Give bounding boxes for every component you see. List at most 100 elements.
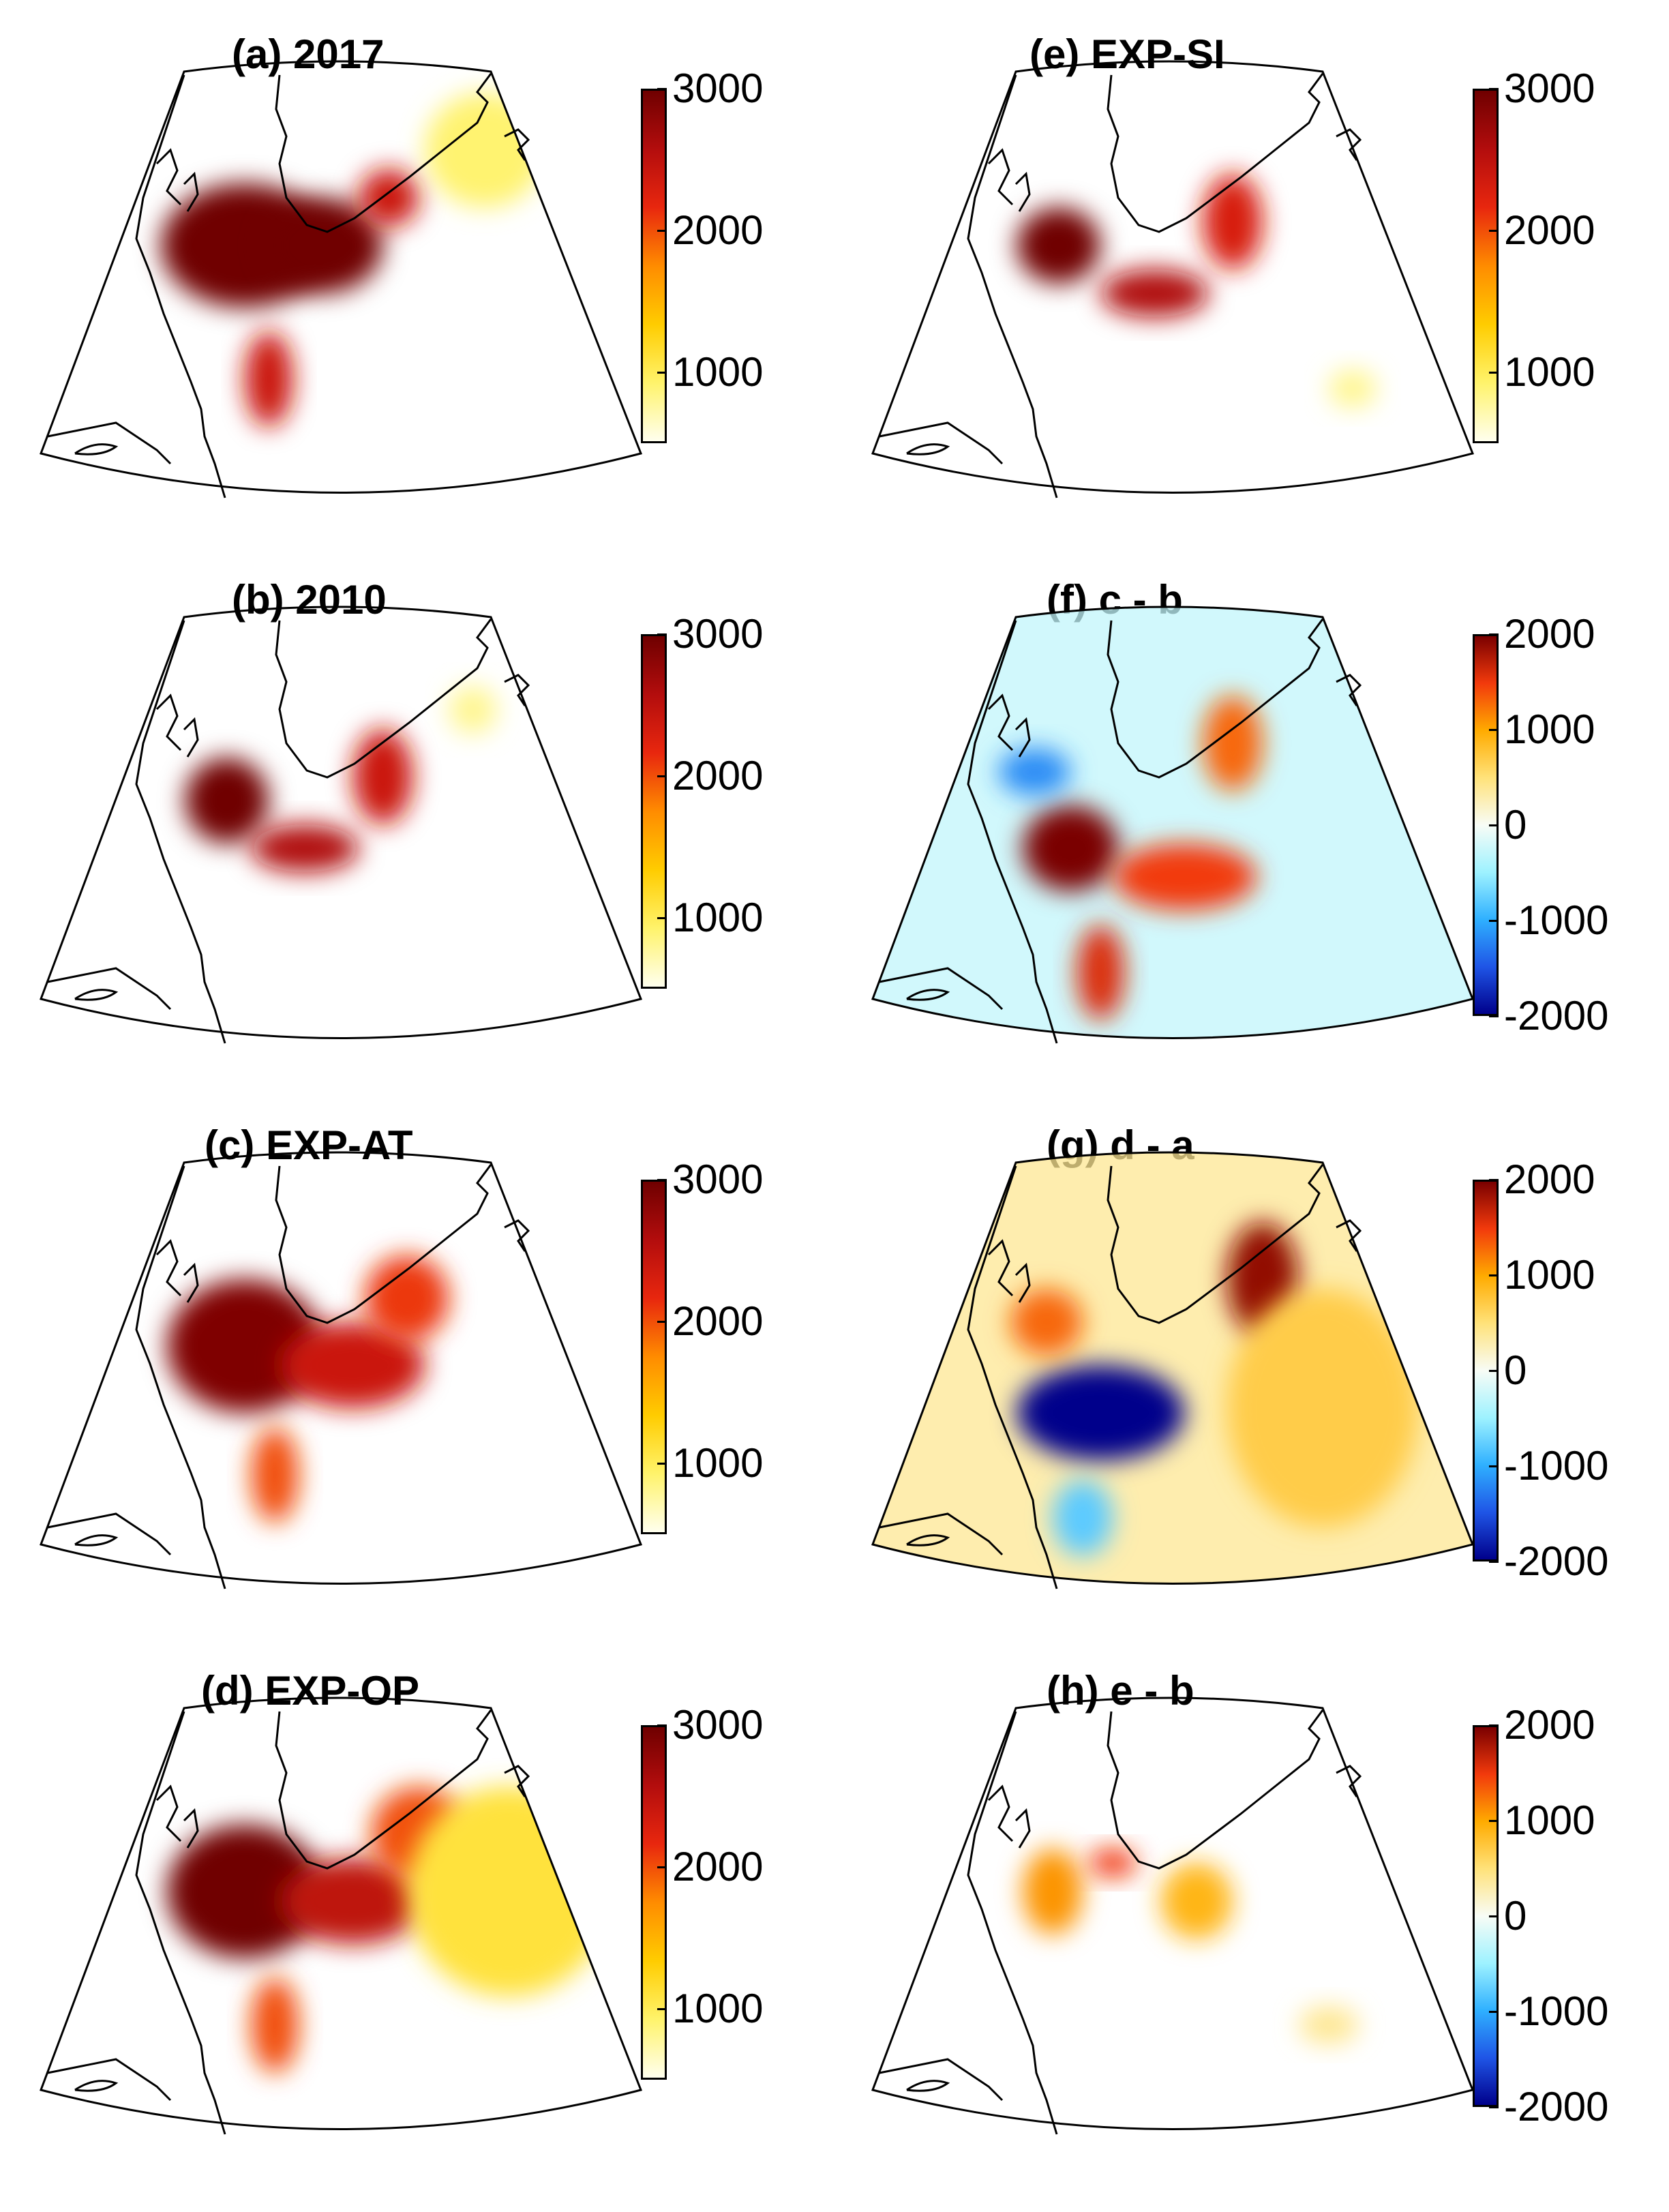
map-frame bbox=[40, 1697, 643, 2130]
colorbar-tick bbox=[1489, 1915, 1499, 1917]
colorbar-tick-label: 0 bbox=[1504, 1893, 1527, 1939]
colorbar-tick-label: 1000 bbox=[1504, 1797, 1595, 1843]
field-blob-0 bbox=[1017, 1365, 1185, 1461]
coastline-1 bbox=[967, 1165, 1058, 1589]
colorbar-tick bbox=[1489, 1370, 1499, 1372]
colorbar-tick-label: 2000 bbox=[672, 207, 764, 253]
colorbar-tick-label: -2000 bbox=[1504, 1538, 1609, 1584]
field-blob-3 bbox=[1328, 370, 1377, 408]
colorbar-tick-label: 1000 bbox=[672, 1440, 764, 1486]
field-layer bbox=[166, 1255, 449, 1523]
colorbar-tick bbox=[1489, 2106, 1499, 2108]
field-blob-3 bbox=[1227, 1289, 1419, 1527]
colorbar-tick bbox=[657, 1724, 667, 1727]
colorbar-tick bbox=[657, 1463, 667, 1465]
colorbar-tick-label: 0 bbox=[1504, 802, 1527, 848]
field-blob-0 bbox=[166, 1279, 323, 1413]
panel-title: (b) 2010 bbox=[232, 577, 387, 623]
field-layer bbox=[1023, 1849, 1359, 2044]
colorbar-tick bbox=[1489, 1820, 1499, 1822]
coastline-1 bbox=[135, 74, 226, 498]
coastline-5 bbox=[906, 2080, 950, 2092]
colorbar-tick bbox=[1489, 88, 1499, 90]
colorbar-tick-label: 3000 bbox=[1504, 65, 1595, 111]
colorbar-tick bbox=[657, 775, 667, 777]
colorbar-tick-label: 3000 bbox=[672, 65, 764, 111]
field-blob-1 bbox=[1010, 1289, 1083, 1356]
panel-e: (e) EXP-SI 3000 2000 1000 bbox=[832, 27, 1650, 573]
map-a bbox=[40, 60, 643, 498]
field-blob-0 bbox=[1023, 805, 1119, 891]
map-frame bbox=[871, 606, 1475, 1039]
field-blob-3 bbox=[449, 686, 497, 734]
field-blob-3 bbox=[1298, 2006, 1359, 2044]
field-blob-1 bbox=[251, 824, 359, 872]
coastline-4 bbox=[879, 1512, 1004, 1556]
coastline-0 bbox=[275, 618, 492, 779]
panel-title: (a) 2017 bbox=[232, 31, 385, 77]
field-blob-3 bbox=[998, 748, 1071, 796]
coastline-3 bbox=[1014, 717, 1031, 758]
panel-d: (d) EXP-OP 3000 2000 1000 bbox=[0, 1664, 818, 2209]
coastline-2 bbox=[155, 693, 182, 751]
coastline-3 bbox=[183, 1262, 199, 1303]
field-blob-0 bbox=[1017, 207, 1101, 284]
colorbar-tick bbox=[1489, 1465, 1499, 1467]
coastline-4 bbox=[879, 421, 1004, 465]
coastline-2 bbox=[987, 1239, 1014, 1297]
panel-h: (h) e - b 2000 1000 0 -1000 -2000 bbox=[832, 1664, 1650, 2209]
coastline-1 bbox=[135, 1165, 226, 1589]
colorbar-tick-label: -2000 bbox=[1504, 993, 1609, 1038]
field-blob-0 bbox=[185, 758, 269, 843]
coastline-4 bbox=[879, 2058, 1004, 2102]
coastline-4 bbox=[47, 1512, 172, 1556]
coastline-2 bbox=[987, 148, 1014, 206]
coastline-1 bbox=[967, 1711, 1058, 2135]
colorbar-tick-label: 1000 bbox=[1504, 1252, 1595, 1298]
colorbar bbox=[1473, 89, 1499, 443]
colorbar-tick bbox=[657, 1179, 667, 1181]
colorbar-tick-label: 2000 bbox=[1504, 1156, 1595, 1202]
field-blob-1 bbox=[262, 198, 383, 293]
field-layer bbox=[185, 686, 497, 872]
coastline-1 bbox=[135, 620, 226, 1044]
field-layer bbox=[1017, 174, 1377, 408]
field-layer bbox=[873, 607, 1473, 1038]
field-layer bbox=[161, 93, 545, 427]
field-blob-0 bbox=[1023, 1849, 1083, 1934]
colorbar-tick bbox=[1489, 633, 1499, 636]
map-frame bbox=[871, 60, 1475, 494]
colorbar-tick-label: 2000 bbox=[672, 1844, 764, 1889]
panel-title: (e) EXP-SI bbox=[1029, 31, 1225, 77]
colorbar-tick-label: 1000 bbox=[672, 895, 764, 940]
field-blob-1 bbox=[1113, 843, 1257, 910]
field-blob-4 bbox=[1077, 925, 1125, 1020]
coastline-3 bbox=[183, 171, 199, 212]
panel-title: (h) e - b bbox=[1047, 1668, 1194, 1714]
field-blob-3 bbox=[251, 1427, 299, 1523]
colorbar-tick bbox=[657, 633, 667, 636]
colorbar bbox=[641, 1180, 667, 1534]
coastline-5 bbox=[906, 443, 950, 455]
map-frame bbox=[871, 1697, 1475, 2130]
map-h bbox=[871, 1697, 1475, 2135]
map-frame bbox=[40, 606, 643, 1039]
field-blob-1 bbox=[280, 1858, 425, 1944]
field-blob-0 bbox=[166, 1825, 323, 1958]
field-blob-4 bbox=[1053, 1480, 1113, 1556]
colorbar-tick-label: 3000 bbox=[672, 611, 764, 657]
field-blob-2 bbox=[1160, 1863, 1233, 1939]
coastline-5 bbox=[906, 1534, 950, 1546]
coastline-3 bbox=[1014, 171, 1031, 212]
colorbar-tick bbox=[657, 917, 667, 919]
coastline-5 bbox=[906, 989, 950, 1001]
colorbar-tick-label: 3000 bbox=[672, 1702, 764, 1748]
coastline-1 bbox=[967, 620, 1058, 1044]
colorbar-tick-label: 1000 bbox=[1504, 706, 1595, 752]
colorbar-tick-label: 2000 bbox=[1504, 207, 1595, 253]
map-f bbox=[871, 606, 1475, 1044]
coastline-3 bbox=[1014, 1262, 1031, 1303]
field-blob-4 bbox=[251, 1977, 299, 2073]
colorbar-tick bbox=[657, 2008, 667, 2010]
colorbar-tick-label: -1000 bbox=[1504, 1443, 1609, 1489]
